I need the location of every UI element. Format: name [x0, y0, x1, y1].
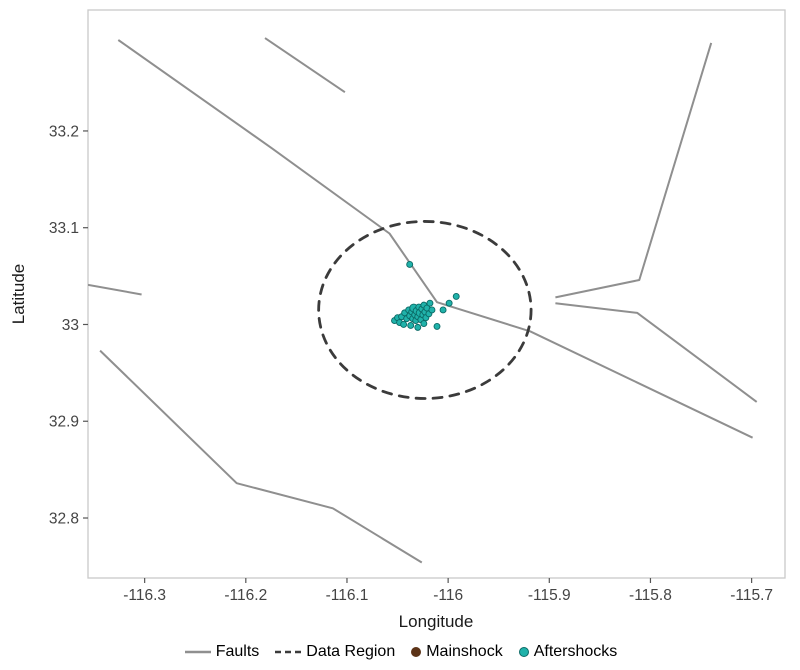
aftershock-point [452, 292, 460, 300]
aftershock-point [414, 323, 422, 331]
aftershock-point [433, 322, 441, 330]
legend-item-data-region: Data Region [273, 643, 395, 661]
legend-label-aftershocks: Aftershocks [533, 643, 618, 660]
fault-line [264, 37, 346, 94]
y-axis-title: Latitude [9, 263, 28, 325]
y-tick-label: 33.2 [49, 123, 79, 140]
aftershock-point [407, 321, 415, 329]
fault-line [555, 42, 713, 299]
x-tick-label: -115.8 [629, 587, 672, 604]
data-region-circle [317, 220, 533, 400]
legend: Faults Data Region Mainshock Aftershocks [0, 635, 800, 669]
aftershock-point [420, 320, 428, 327]
aftershocks-dot-swatch [518, 647, 529, 657]
aftershock-point [426, 299, 434, 307]
x-axis-title: Longitude [398, 612, 474, 631]
legend-label-data-region: Data Region [306, 643, 396, 660]
aftershock-point [439, 306, 447, 314]
fault-line [555, 302, 758, 403]
plot-panel [87, 9, 786, 579]
y-tick-label: 33.1 [49, 220, 79, 237]
fault-line [99, 349, 423, 564]
aftershock-point [400, 321, 408, 328]
data-region-line-swatch [275, 650, 302, 654]
faults-line-swatch [184, 650, 211, 654]
legend-item-aftershocks: Aftershocks [517, 643, 618, 661]
x-tick-label: -115.9 [528, 587, 571, 604]
x-tick-label: -116.2 [224, 587, 267, 604]
x-tick-label: -116 [433, 587, 463, 604]
x-tick-label: -116.3 [123, 587, 166, 604]
aftershock-point [406, 261, 414, 268]
legend-label-faults: Faults [215, 643, 260, 660]
y-tick-label: 33 [62, 317, 79, 334]
mainshock-dot-swatch [411, 647, 422, 657]
aftershock-point [445, 299, 453, 307]
x-tick-label: -116.1 [326, 587, 369, 604]
plot-area [88, 37, 758, 564]
fault-line [117, 39, 754, 439]
fault-line [88, 283, 142, 296]
aftershock-point [428, 306, 436, 314]
y-tick-label: 32.8 [49, 511, 79, 528]
y-tick-label: 32.9 [49, 414, 79, 431]
x-tick-label: -115.7 [730, 587, 773, 604]
legend-item-mainshock: Mainshock [409, 643, 503, 661]
legend-item-faults: Faults [183, 643, 260, 661]
legend-label-mainshock: Mainshock [426, 643, 503, 660]
